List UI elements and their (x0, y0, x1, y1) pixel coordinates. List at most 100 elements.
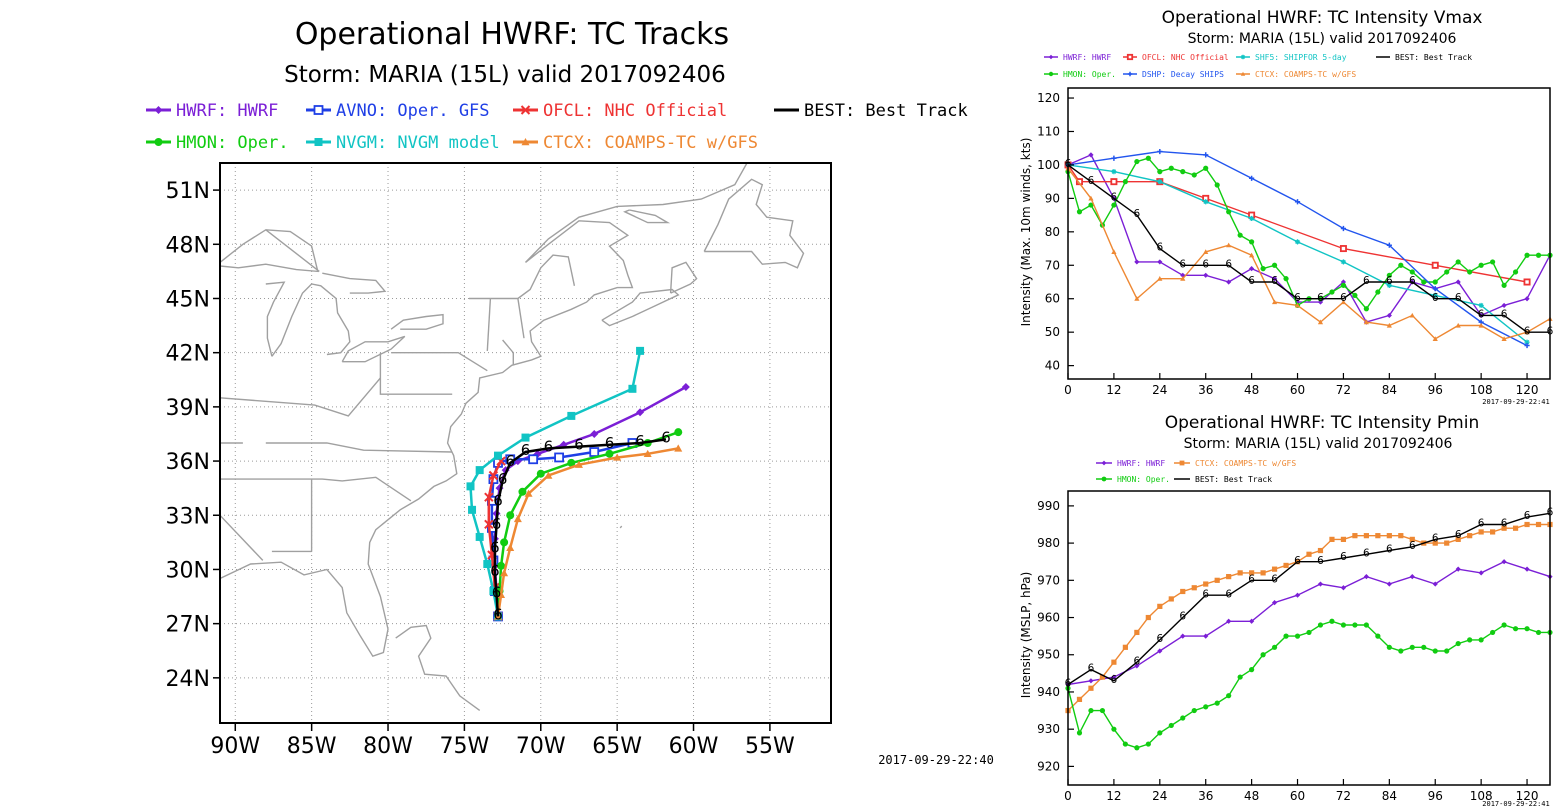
pmin-x-axis: 0 12 24 36 48 60 72 84 96 108 120 (1064, 779, 1539, 803)
coastline (601, 288, 680, 327)
data-point-hwrf (1501, 302, 1507, 309)
x-tick-label: 70W (516, 734, 566, 759)
coastline (486, 298, 492, 351)
pmin-legend: HWRF: HWRF CTCX: COAMPS-TC w/GFS HMON: Ope… (1096, 459, 1296, 484)
data-point-best: 6 (1501, 518, 1508, 530)
data-point-hwrf (1134, 663, 1140, 669)
legend-item-ctcx: CTCX: COAMPS-TC w/GFS (513, 133, 758, 153)
data-point-hmon (1524, 626, 1530, 632)
legend-marker-hmon (1048, 71, 1054, 77)
data-point-hmon (1088, 707, 1094, 714)
data-point-best: 6 (498, 470, 508, 488)
data-point-hmon (1237, 232, 1243, 238)
legend-label-hmon: HMON: Oper. (176, 133, 289, 153)
data-point-dshp (1524, 342, 1530, 349)
data-point-nvgm (567, 411, 576, 420)
data-point-ctcx (524, 489, 533, 497)
data-point-ctcx (1467, 533, 1473, 539)
coastline (395, 624, 481, 711)
data-point-ctcx (1398, 533, 1404, 539)
data-point-hmon (1145, 741, 1151, 747)
series-line-best (493, 438, 667, 617)
data-point-hwrf (1524, 566, 1530, 572)
data-point-ctcx (1478, 529, 1484, 535)
legend-marker-nvgm (314, 138, 323, 146)
data-point-hmon (1260, 652, 1266, 658)
pmin-y-axis: 920 930 940 950 960 970 980 990 (1037, 499, 1074, 773)
legend-marker-avno (313, 105, 324, 115)
vmax-y-axis: 40 50 60 70 80 90 100 110 120 (1037, 91, 1074, 373)
series-ctcx (1065, 165, 1553, 341)
data-point-hmon (1329, 618, 1335, 624)
series-nvgm (466, 346, 645, 621)
data-point-hmon (1203, 165, 1209, 171)
data-point-hmon (1283, 633, 1289, 639)
data-point-nvgm (466, 482, 475, 491)
legend-marker-shf5 (1240, 54, 1246, 60)
series-line-hwrf (1067, 560, 1551, 686)
series-line-best (1067, 512, 1551, 686)
data-point-hmon (1398, 648, 1404, 654)
series-hmon (1065, 155, 1553, 312)
x-tick-label: 90W (210, 734, 260, 759)
coastline (322, 272, 387, 294)
data-point-ofcl (1110, 178, 1118, 186)
y-tick-label: 48N (166, 233, 210, 258)
data-point-hmon (1283, 276, 1289, 282)
data-point-ctcx (1363, 319, 1369, 325)
data-point-ctcx (1180, 588, 1186, 595)
y-tick-label: 120 (1037, 91, 1060, 105)
data-point-best: 6 (1088, 663, 1095, 675)
data-point-hmon (536, 469, 545, 478)
data-point-hmon (1363, 306, 1369, 312)
data-point-ctcx (1122, 644, 1128, 650)
data-point-best: 6 (1432, 532, 1439, 544)
data-point-hmon (1249, 239, 1255, 245)
legend-marker-hwrf (1048, 54, 1054, 60)
y-tick-label: 940 (1037, 685, 1060, 699)
legend-label-hwrf: HWRF: HWRF (176, 101, 278, 121)
data-point-hmon (1180, 169, 1186, 175)
data-point-best: 6 (505, 452, 515, 470)
data-point-ctcx (1111, 659, 1117, 665)
y-tick-label: 80 (1045, 225, 1060, 239)
data-point-best: 6 (1524, 325, 1531, 337)
data-point-best: 6 (1317, 555, 1324, 567)
data-point-hwrf (590, 429, 599, 438)
data-point-hmon (1226, 693, 1232, 699)
x-tick-label: 108 (1470, 789, 1493, 803)
data-point-hmon (1306, 629, 1312, 636)
data-point-nvgm (483, 560, 492, 569)
data-point-hmon (1260, 266, 1266, 272)
series-line-hmon (1067, 157, 1550, 310)
data-point-ctcx (1535, 521, 1542, 528)
data-point-hmon (1386, 644, 1392, 650)
data-point-hmon (1478, 262, 1484, 268)
data-point-nvgm (475, 532, 484, 541)
data-point-best: 6 (1248, 573, 1255, 585)
legend-label-ofcl: OFCL: NHC Official (1142, 53, 1229, 62)
data-point-hmon (1111, 202, 1117, 208)
data-point-hwrf (1226, 279, 1232, 285)
data-point-hmon (1363, 622, 1369, 628)
y-tick-label: 27N (166, 613, 210, 638)
tracks-y-axis: 51N 48N 45N 42N 39N 36N 33N 30N 27N 24N (166, 179, 220, 692)
data-point-hmon (1409, 644, 1415, 650)
vmax-frame (1067, 87, 1551, 380)
legend-label-avno: AVNO: Oper. GFS (336, 101, 490, 121)
data-point-shf5 (1524, 339, 1530, 345)
legend-label-best: BEST: Best Track (804, 101, 968, 121)
data-point-ctcx (1088, 195, 1094, 201)
pmin-frame (1067, 490, 1551, 786)
data-point-hwrf (681, 383, 690, 391)
coastline (271, 283, 351, 357)
data-point-ctcx (1455, 536, 1461, 542)
legend-marker-ctcx (521, 138, 530, 146)
data-point-hwrf (1226, 618, 1232, 624)
data-point-hmon (1421, 644, 1427, 650)
series-hwrf (1065, 152, 1553, 325)
